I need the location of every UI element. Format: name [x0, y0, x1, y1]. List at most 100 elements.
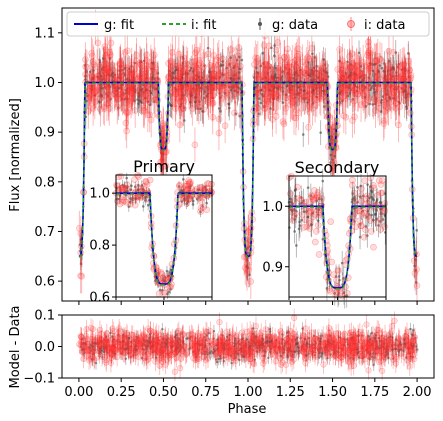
i-data-point	[114, 90, 122, 98]
inset-i-point	[185, 177, 192, 184]
i-data-point	[314, 88, 321, 95]
g-data-point	[415, 229, 419, 232]
g-data-point	[142, 59, 146, 63]
i-data-point	[183, 69, 190, 76]
g-data-point	[310, 70, 314, 74]
i-data-point	[395, 68, 403, 75]
g-data-point	[238, 87, 242, 91]
i-data-point	[339, 93, 347, 100]
g-data-point	[236, 76, 240, 80]
inset-i-point	[314, 221, 322, 229]
inset-g-point	[191, 203, 195, 206]
i-data-point	[179, 67, 187, 74]
inset-i-point	[313, 228, 320, 235]
i-data-point	[102, 46, 110, 54]
i-data-point	[305, 124, 312, 131]
g-data-point	[123, 97, 127, 101]
g-data-point	[255, 66, 258, 70]
g-data-point	[329, 153, 333, 157]
g-data-point	[407, 69, 410, 72]
g-data-point	[371, 103, 375, 106]
main-y-tick-label: 0.6	[34, 275, 55, 290]
g-data-point	[268, 66, 271, 70]
i-data-point	[145, 83, 152, 91]
i-data-point	[411, 270, 419, 277]
inset-g-point	[205, 201, 208, 205]
g-data-point	[291, 84, 294, 88]
g-data-point	[395, 88, 399, 91]
inset-g-point	[295, 244, 298, 247]
g-data-point	[208, 70, 211, 74]
i-data-point	[78, 272, 85, 280]
g-data-point	[123, 67, 127, 70]
g-data-point	[85, 99, 88, 103]
g-data-point	[259, 64, 263, 68]
i-data-point	[261, 95, 269, 103]
g-data-point	[405, 93, 408, 96]
g-data-point	[98, 60, 102, 64]
i-data-point	[373, 57, 381, 64]
i-data-point	[387, 98, 395, 105]
i-data-point	[261, 66, 269, 73]
g-data-point	[191, 87, 195, 91]
inset-secondary-title: Secondary	[295, 158, 380, 177]
inset-g-point	[141, 205, 145, 208]
i-data-point	[279, 118, 287, 125]
inset-primary-title: Primary	[133, 157, 195, 176]
i-data-point	[384, 75, 392, 82]
i-data-point	[124, 47, 131, 55]
i-data-point	[88, 52, 96, 60]
g-data-point	[314, 83, 317, 86]
inset-i-point	[131, 176, 138, 183]
main-panel-data	[76, 9, 421, 303]
i-data-point	[351, 113, 358, 121]
g-data-point	[210, 76, 213, 80]
g-data-point	[330, 135, 334, 139]
i-data-point	[177, 70, 185, 78]
g-data-point	[263, 105, 266, 109]
g-data-point	[119, 64, 123, 68]
g-data-point	[96, 75, 100, 78]
i-data-point	[295, 45, 302, 53]
i-data-point	[175, 50, 183, 58]
g-data-point	[152, 100, 156, 103]
g-data-point	[194, 95, 198, 99]
g-data-point	[188, 69, 192, 72]
i-data-point	[273, 90, 280, 98]
g-data-point	[349, 88, 353, 92]
inset-y-tick-label: 0.9	[262, 260, 283, 275]
i-data-point	[281, 53, 288, 61]
inset-g-point	[167, 290, 171, 294]
inset-g-point	[298, 220, 301, 224]
i-data-point	[218, 94, 225, 102]
i-data-point	[169, 85, 176, 93]
i-data-point	[395, 121, 402, 129]
i-data-point	[231, 83, 239, 91]
inset-i-point	[193, 185, 200, 193]
g-data-point	[180, 102, 183, 106]
i-data-point	[152, 69, 159, 76]
g-data-point	[301, 133, 305, 136]
g-data-point	[100, 68, 104, 71]
g-data-point	[259, 88, 263, 92]
i-data-point	[289, 98, 297, 105]
g-data-point	[145, 73, 148, 76]
g-data-point	[331, 138, 335, 142]
g-data-point	[270, 75, 273, 79]
main-y-tick-label: 0.8	[34, 175, 55, 190]
g-data-point	[390, 75, 394, 78]
inset-i-point	[287, 190, 294, 197]
i-data-point	[221, 122, 229, 129]
g-data-point	[320, 78, 323, 82]
g-data-point	[142, 90, 145, 94]
g-data-point	[140, 87, 144, 91]
g-data-point	[107, 83, 110, 87]
g-data-point	[138, 99, 141, 102]
i-data-point	[234, 85, 241, 93]
i-data-point	[321, 73, 328, 80]
g-data-point	[407, 92, 410, 96]
g-data-point	[108, 57, 112, 60]
g-data-point	[132, 87, 135, 90]
g-data-point	[304, 96, 307, 100]
i-data-point	[196, 59, 204, 67]
